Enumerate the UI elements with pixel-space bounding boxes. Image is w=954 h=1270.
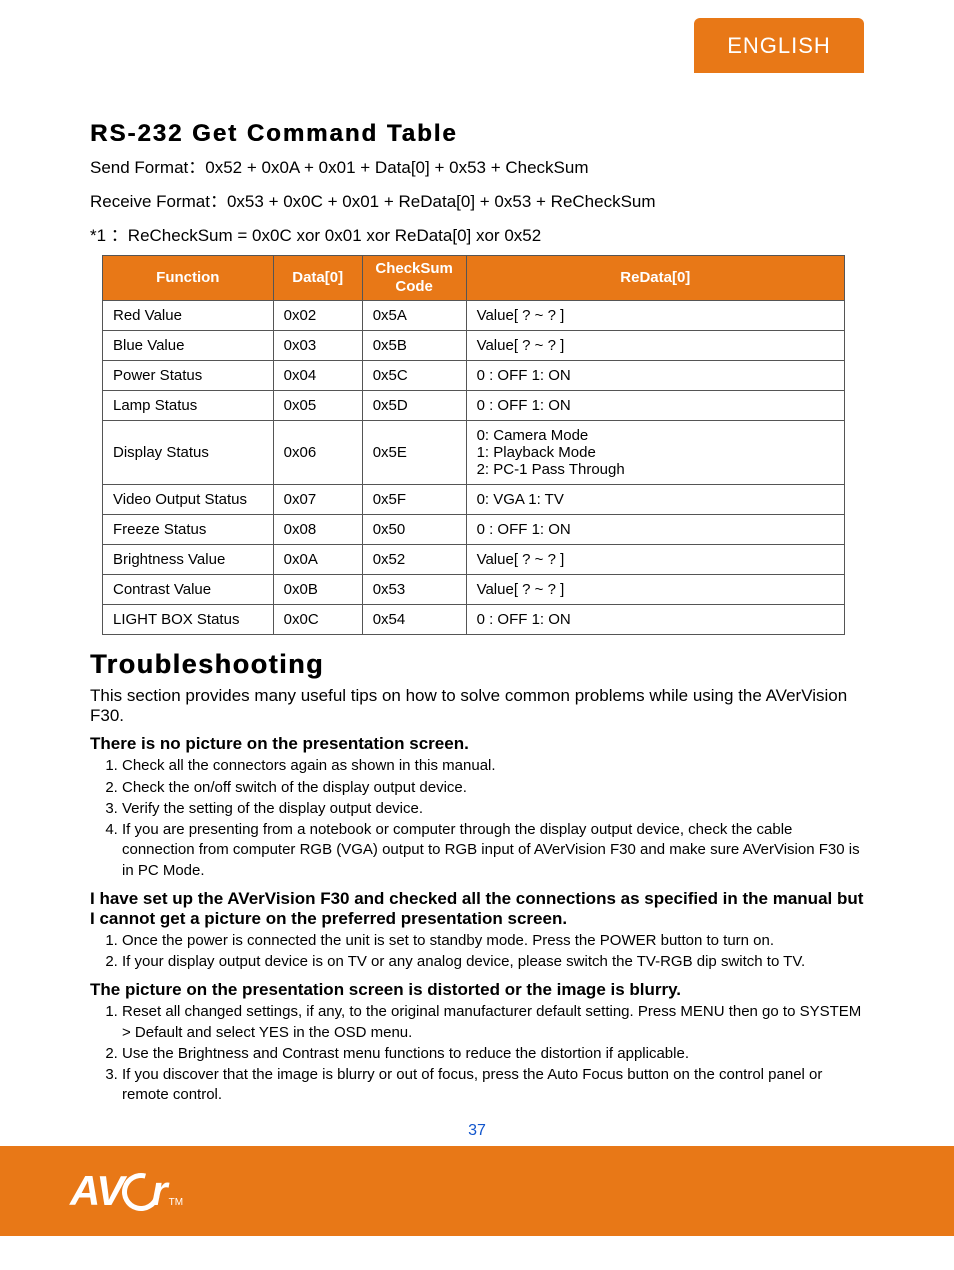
cell-checksum: 0x50 xyxy=(362,515,466,545)
table-row: Power Status0x040x5C0 : OFF 1: ON xyxy=(103,361,845,391)
troubleshooting-item: If you discover that the image is blurry… xyxy=(122,1065,864,1106)
aver-logo: AV r TM xyxy=(70,1167,183,1215)
logo-tm: TM xyxy=(169,1197,183,1208)
page-content: RS-232 Get Command Table Send Format：0x5… xyxy=(90,30,864,1140)
table-header-row: Function Data[0] CheckSum Code ReData[0] xyxy=(103,256,845,301)
cell-redata0: Value[ ? ~ ? ] xyxy=(466,575,844,605)
cell-function: Video Output Status xyxy=(103,485,274,515)
table-row: Red Value0x020x5AValue[ ? ~ ? ] xyxy=(103,301,845,331)
cell-checksum: 0x52 xyxy=(362,545,466,575)
cell-data0: 0x02 xyxy=(273,301,362,331)
cell-checksum: 0x5C xyxy=(362,361,466,391)
cell-checksum: 0x5E xyxy=(362,421,466,485)
th-data0: Data[0] xyxy=(273,256,362,301)
language-tab: ENGLISH xyxy=(694,18,864,73)
rechecksum-note: *1 ：ReCheckSum = 0x0C xor 0x01 xor ReDat… xyxy=(90,224,864,248)
troubleshooting-item: Reset all changed settings, if any, to t… xyxy=(122,1002,864,1043)
cell-checksum: 0x5B xyxy=(362,331,466,361)
th-checksum: CheckSum Code xyxy=(362,256,466,301)
troubleshooting-heading: There is no picture on the presentation … xyxy=(90,734,864,754)
logo-swoosh-icon xyxy=(120,1171,154,1205)
section-title-troubleshooting: Troubleshooting xyxy=(90,649,864,680)
cell-checksum: 0x54 xyxy=(362,605,466,635)
troubleshooting-item: Use the Brightness and Contrast menu fun… xyxy=(122,1044,864,1064)
table-row: Lamp Status0x050x5D0 : OFF 1: ON xyxy=(103,391,845,421)
cell-function: Freeze Status xyxy=(103,515,274,545)
footer-bar: AV r TM xyxy=(0,1146,954,1236)
cell-redata0: Value[ ? ~ ? ] xyxy=(466,331,844,361)
troubleshooting-item: Once the power is connected the unit is … xyxy=(122,931,864,951)
cell-redata0: 0 : OFF 1: ON xyxy=(466,515,844,545)
cell-checksum: 0x5D xyxy=(362,391,466,421)
cell-function: Display Status xyxy=(103,421,274,485)
send-format: Send Format：0x52 + 0x0A + 0x01 + Data[0]… xyxy=(90,156,864,180)
cell-data0: 0x03 xyxy=(273,331,362,361)
cell-data0: 0x0C xyxy=(273,605,362,635)
table-row: Contrast Value0x0B0x53Value[ ? ~ ? ] xyxy=(103,575,845,605)
cell-data0: 0x06 xyxy=(273,421,362,485)
cell-checksum: 0x5A xyxy=(362,301,466,331)
troubleshooting-heading: The picture on the presentation screen i… xyxy=(90,980,864,1000)
table-row: LIGHT BOX Status0x0C0x540 : OFF 1: ON xyxy=(103,605,845,635)
troubleshooting-item: Check the on/off switch of the display o… xyxy=(122,778,864,798)
cell-redata0: 0: Camera Mode1: Playback Mode2: PC-1 Pa… xyxy=(466,421,844,485)
cell-function: Red Value xyxy=(103,301,274,331)
section-title-rs232: RS-232 Get Command Table xyxy=(90,120,864,148)
troubleshooting-item: Check all the connectors again as shown … xyxy=(122,756,864,776)
cell-checksum: 0x5F xyxy=(362,485,466,515)
troubleshooting-item: Verify the setting of the display output… xyxy=(122,799,864,819)
troubleshooting-item: If you are presenting from a notebook or… xyxy=(122,820,864,881)
cell-data0: 0x08 xyxy=(273,515,362,545)
table-row: Freeze Status0x080x500 : OFF 1: ON xyxy=(103,515,845,545)
cell-function: Lamp Status xyxy=(103,391,274,421)
page-number: 37 xyxy=(90,1122,864,1140)
troubleshooting-intro: This section provides many useful tips o… xyxy=(90,686,864,726)
cell-redata0: 0 : OFF 1: ON xyxy=(466,605,844,635)
troubleshooting-list: Check all the connectors again as shown … xyxy=(90,756,864,881)
table-row: Brightness Value0x0A0x52Value[ ? ~ ? ] xyxy=(103,545,845,575)
cell-data0: 0x0A xyxy=(273,545,362,575)
cell-data0: 0x04 xyxy=(273,361,362,391)
table-row: Blue Value0x030x5BValue[ ? ~ ? ] xyxy=(103,331,845,361)
troubleshooting-list: Reset all changed settings, if any, to t… xyxy=(90,1002,864,1105)
cell-redata0: Value[ ? ~ ? ] xyxy=(466,545,844,575)
cell-function: Power Status xyxy=(103,361,274,391)
cell-data0: 0x07 xyxy=(273,485,362,515)
cell-function: Blue Value xyxy=(103,331,274,361)
command-table: Function Data[0] CheckSum Code ReData[0]… xyxy=(102,255,845,635)
troubleshooting-container: There is no picture on the presentation … xyxy=(90,734,864,1105)
cell-redata0: Value[ ? ~ ? ] xyxy=(466,301,844,331)
cell-data0: 0x05 xyxy=(273,391,362,421)
cell-function: Contrast Value xyxy=(103,575,274,605)
table-row: Video Output Status0x070x5F0: VGA 1: TV xyxy=(103,485,845,515)
receive-format: Receive Format：0x53 + 0x0C + 0x01 + ReDa… xyxy=(90,190,864,214)
cell-checksum: 0x53 xyxy=(362,575,466,605)
cell-redata0: 0 : OFF 1: ON xyxy=(466,361,844,391)
troubleshooting-item: If your display output device is on TV o… xyxy=(122,952,864,972)
cell-data0: 0x0B xyxy=(273,575,362,605)
th-redata0: ReData[0] xyxy=(466,256,844,301)
cell-redata0: 0: VGA 1: TV xyxy=(466,485,844,515)
table-row: Display Status0x060x5E0: Camera Mode1: P… xyxy=(103,421,845,485)
cell-function: LIGHT BOX Status xyxy=(103,605,274,635)
troubleshooting-list: Once the power is connected the unit is … xyxy=(90,931,864,973)
th-function: Function xyxy=(103,256,274,301)
troubleshooting-heading: I have set up the AVerVision F30 and che… xyxy=(90,889,864,929)
logo-text-pre: AV xyxy=(70,1167,123,1215)
cell-redata0: 0 : OFF 1: ON xyxy=(466,391,844,421)
cell-function: Brightness Value xyxy=(103,545,274,575)
